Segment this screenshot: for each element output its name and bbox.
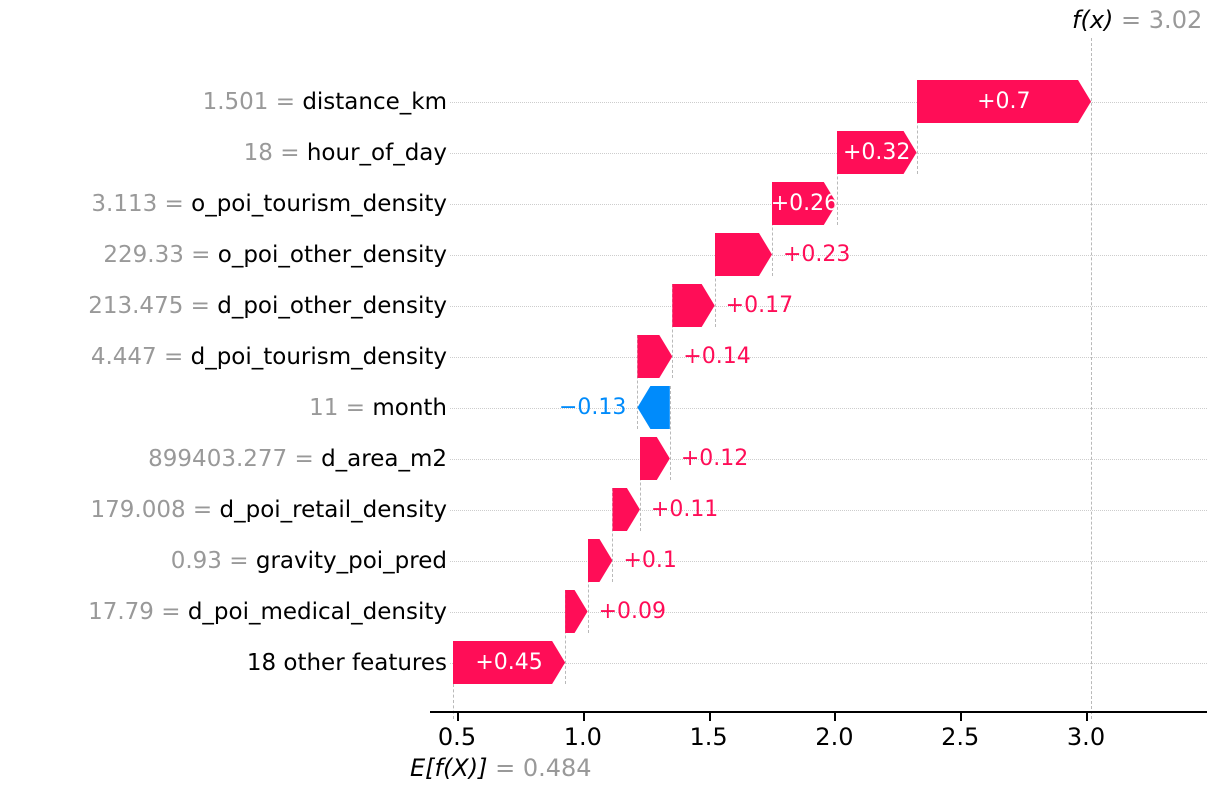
feature-name-text: d_poi_retail_density	[219, 496, 447, 523]
feature-value-text: 18 =	[243, 139, 307, 166]
expected-value-dashed-line	[452, 684, 454, 719]
bar-connector-line	[916, 80, 918, 174]
x-axis-tick-label: 2.5	[941, 723, 980, 751]
shap-value-label: +0.12	[680, 446, 749, 471]
shap-value-label-inside: +0.32	[836, 131, 917, 174]
x-axis-tick-label: 0.5	[437, 723, 477, 751]
feature-label: 179.008 = d_poi_retail_density	[0, 494, 448, 526]
row-gridline	[450, 152, 1207, 154]
shap-value-label: +0.23	[783, 242, 851, 267]
feature-name-text: d_poi_medical_density	[187, 598, 447, 625]
shap-value-label: +0.09	[598, 599, 666, 624]
shap-value-label-inside: +0.7	[916, 80, 1092, 123]
row-gridline	[450, 356, 1207, 358]
feature-name-text: d_poi_tourism_density	[190, 343, 447, 370]
x-axis-tick	[457, 713, 459, 721]
shap-value-label: −0.13	[559, 395, 627, 420]
feature-label: 18 = hour_of_day	[0, 137, 447, 169]
feature-value-text: 0.93 =	[170, 547, 256, 574]
x-axis-tick	[1086, 713, 1088, 721]
row-gridline	[450, 662, 1207, 664]
feature-value-text: 4.447 =	[90, 343, 191, 370]
feature-value-text: 229.33 =	[103, 241, 218, 268]
x-axis-tick-label: 3.0	[1066, 723, 1106, 751]
shap-value-label: +0.11	[650, 497, 719, 522]
fx-math-text: f(x)	[1072, 6, 1114, 34]
feature-value-text: 3.113 =	[91, 190, 192, 217]
ef-value-text: = 0.484	[487, 754, 592, 782]
shap-value-label: +0.1	[623, 548, 677, 573]
bar-connector-line	[639, 437, 641, 531]
expected-value-annotation: E[f(X)] = 0.484	[410, 754, 592, 782]
fx-value-text: = 3.02	[1113, 6, 1203, 34]
bar-connector-line	[587, 539, 589, 633]
feature-name-text: hour_of_day	[306, 139, 447, 166]
x-axis-tick	[834, 713, 837, 721]
feature-name-text: gravity_poi_pred	[255, 547, 447, 574]
x-axis-tick	[708, 713, 711, 721]
row-gridline	[450, 458, 1207, 460]
feature-label: 899403.277 = d_area_m2	[0, 443, 447, 475]
ef-math-text: E[f(X)]	[409, 754, 488, 782]
x-axis-tick	[582, 713, 585, 721]
feature-label: 17.79 = d_poi_medical_density	[0, 596, 447, 628]
x-axis-tick-label: 2.0	[815, 723, 854, 751]
feature-name-text: o_poi_other_density	[217, 241, 447, 268]
bar-connector-line	[669, 386, 671, 480]
fx-annotation: f(x) = 3.02	[1072, 6, 1202, 34]
feature-label: 229.33 = o_poi_other_density	[0, 239, 447, 271]
feature-name-text: d_area_m2	[321, 445, 447, 472]
row-gridline	[450, 305, 1207, 307]
bar-connector-line	[672, 284, 674, 378]
feature-value-text: 1.501 =	[202, 88, 303, 115]
bar-connector-line	[612, 488, 614, 582]
feature-value-text: 179.008 =	[90, 496, 220, 523]
feature-label: 213.475 = d_poi_other_density	[0, 290, 447, 322]
bar-connector-line	[637, 335, 639, 429]
feature-label: 3.113 = o_poi_tourism_density	[0, 188, 447, 220]
shap-value-label: +0.17	[725, 293, 794, 318]
feature-value-text: 11 =	[309, 394, 373, 421]
x-axis	[430, 711, 1207, 713]
feature-name-text: month	[372, 394, 447, 421]
row-gridline	[450, 407, 1207, 409]
feature-value-text: 17.79 =	[88, 598, 188, 625]
x-axis-tick-label: 1.5	[689, 723, 728, 751]
feature-name-text: d_poi_other_density	[217, 292, 447, 319]
feature-label: 18 other features	[246, 649, 447, 676]
row-gridline	[450, 560, 1207, 562]
fx-dashed-line	[1091, 38, 1093, 719]
row-gridline	[450, 254, 1207, 256]
shap-value-label-inside: +0.45	[452, 641, 566, 684]
shap-bar	[714, 233, 772, 276]
shap-value-label: +0.14	[683, 344, 751, 369]
feature-label: 1.501 = distance_km	[0, 86, 447, 118]
bar-connector-line	[714, 233, 716, 327]
bar-connector-line	[772, 182, 773, 276]
feature-label: 4.447 = d_poi_tourism_density	[0, 341, 447, 373]
shap-value-label-inside: +0.26	[772, 182, 837, 225]
row-gridline	[450, 101, 1207, 103]
row-gridline	[450, 611, 1207, 613]
row-gridline	[450, 509, 1207, 511]
feature-name-text: o_poi_tourism_density	[191, 190, 447, 217]
x-axis-tick	[960, 713, 963, 721]
bar-connector-line	[836, 131, 838, 225]
feature-value-text: 213.475 =	[88, 292, 218, 319]
feature-value-text: 899403.277 =	[148, 445, 322, 472]
feature-label: 11 = month	[0, 392, 447, 424]
feature-name-text: distance_km	[302, 88, 447, 115]
bar-connector-line	[565, 590, 567, 684]
feature-label: 0.93 = gravity_poi_pred	[0, 545, 447, 577]
x-axis-tick-label: 1.0	[563, 723, 602, 751]
